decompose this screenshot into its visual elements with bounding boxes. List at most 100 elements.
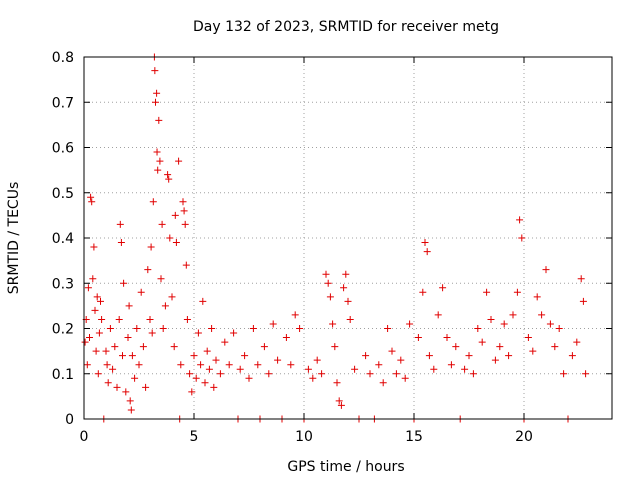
data-point: [265, 370, 273, 378]
data-point: [147, 243, 155, 251]
data-point: [333, 379, 341, 387]
y-tick-label: 0.7: [52, 95, 74, 111]
data-point: [318, 370, 326, 378]
data-point: [524, 334, 532, 342]
data-point: [430, 365, 438, 373]
y-tick-label: 0.4: [52, 231, 74, 247]
data-point: [109, 365, 117, 373]
data-point: [197, 361, 205, 369]
data-point: [144, 266, 152, 274]
data-points: [81, 53, 590, 423]
data-point: [340, 284, 348, 292]
x-tick-label: 5: [190, 429, 199, 445]
data-point: [98, 315, 106, 323]
data-point: [139, 343, 147, 351]
data-point: [182, 261, 190, 269]
x-tick-labels: 0 5 10 15 20: [80, 429, 533, 445]
data-point: [119, 352, 126, 360]
data-point: [560, 370, 568, 378]
data-point: [335, 397, 343, 405]
data-point: [90, 243, 98, 251]
y-tick-label: 0.1: [52, 367, 74, 383]
data-point: [329, 320, 337, 328]
data-point: [194, 329, 202, 337]
data-point: [452, 343, 460, 351]
data-point: [175, 157, 183, 165]
data-point: [579, 297, 587, 305]
data-point: [87, 193, 95, 201]
data-point: [153, 89, 161, 97]
data-point: [326, 293, 334, 301]
data-point: [342, 270, 350, 278]
data-point: [201, 379, 209, 387]
data-point: [269, 320, 277, 328]
data-point: [146, 315, 154, 323]
data-point: [103, 361, 111, 369]
data-point: [86, 334, 93, 342]
data-point: [542, 266, 550, 274]
data-point: [225, 361, 233, 369]
data-point: [151, 67, 159, 75]
data-point: [149, 198, 157, 206]
data-point: [401, 374, 409, 382]
data-point: [529, 347, 537, 355]
data-point: [260, 343, 268, 351]
data-point: [81, 338, 89, 346]
data-point: [555, 325, 563, 332]
data-point: [236, 365, 244, 373]
data-point: [309, 374, 317, 382]
x-tick-label: 15: [405, 429, 423, 445]
data-point: [478, 338, 486, 346]
data-point: [254, 361, 262, 369]
data-point: [84, 284, 92, 292]
data-point: [171, 211, 179, 219]
data-point: [434, 311, 442, 319]
data-point: [128, 352, 136, 360]
data-point: [148, 329, 156, 337]
data-point: [245, 374, 253, 382]
data-point: [164, 171, 172, 179]
data-point: [505, 352, 513, 360]
data-point: [496, 343, 504, 351]
data-point: [180, 207, 188, 215]
data-point: [516, 216, 524, 224]
data-point: [551, 343, 559, 351]
data-point: [582, 370, 590, 378]
y-tick-label: 0.3: [52, 276, 74, 292]
data-point: [113, 383, 121, 391]
data-point: [577, 275, 585, 283]
data-point: [177, 361, 185, 369]
data-point: [538, 311, 546, 319]
data-point: [88, 198, 96, 206]
data-point: [192, 374, 200, 382]
y-axis-label: SRMTID / TECUs: [6, 182, 22, 295]
data-point: [158, 220, 166, 228]
data-point: [131, 374, 139, 382]
data-point: [170, 343, 178, 351]
data-point: [331, 343, 339, 351]
data-point: [133, 325, 141, 332]
data-point: [469, 370, 477, 378]
data-point: [89, 275, 97, 283]
data-point: [212, 356, 220, 364]
data-point: [199, 297, 207, 305]
data-point: [465, 352, 473, 360]
data-point: [117, 239, 125, 247]
data-point: [124, 334, 132, 342]
axis-ticks: [83, 56, 612, 420]
data-point: [384, 325, 392, 332]
data-point: [172, 239, 180, 247]
data-point: [122, 388, 130, 396]
data-point: [362, 352, 370, 360]
data-point: [135, 361, 143, 369]
data-point: [125, 302, 133, 310]
data-point: [157, 275, 165, 283]
data-point: [93, 293, 101, 301]
data-point: [106, 325, 114, 332]
data-point: [83, 361, 91, 369]
data-point: [518, 234, 526, 242]
chart-title: Day 132 of 2023, SRMTID for receiver met…: [193, 19, 499, 35]
data-point: [166, 234, 174, 242]
